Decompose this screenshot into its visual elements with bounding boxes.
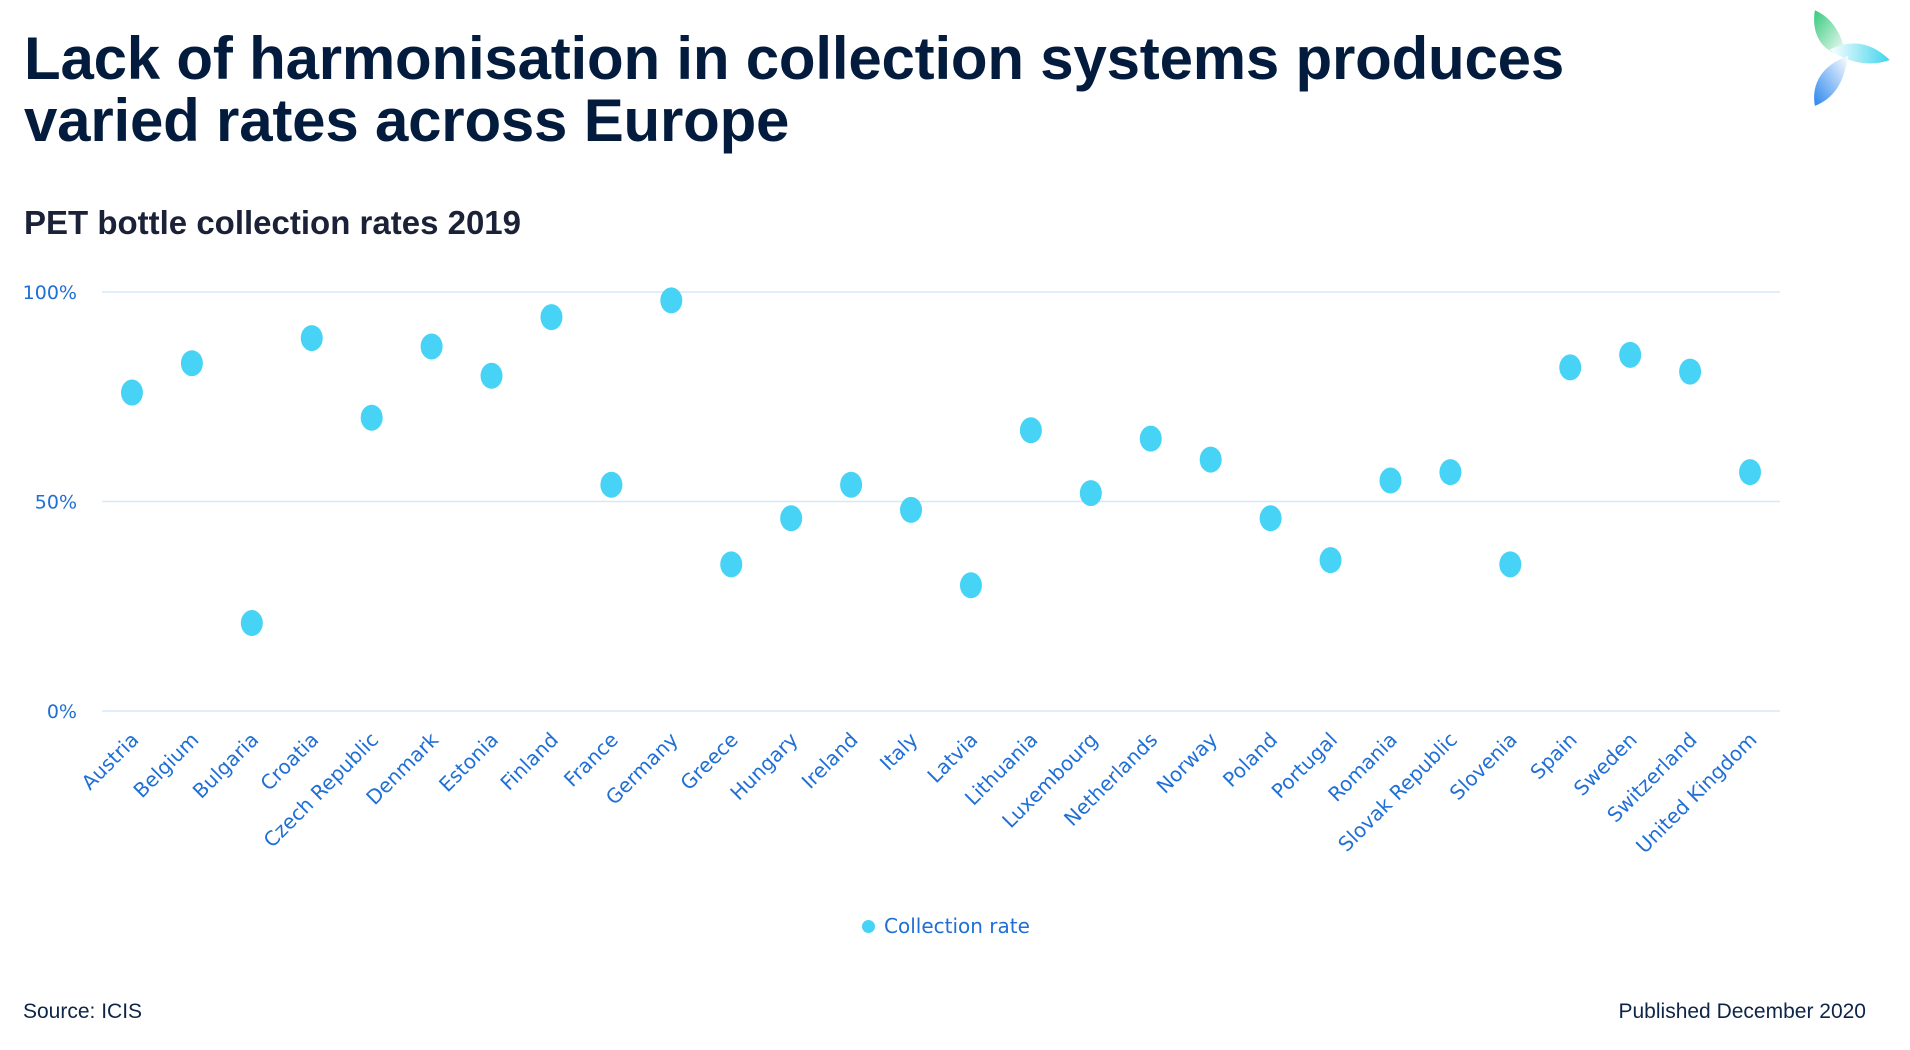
data-point: Estonia: 80% (480, 362, 503, 389)
source-note: Source: ICIS (23, 1000, 143, 1023)
data-point: Romania: 55% (1379, 467, 1402, 494)
x-tick-label: Finland (495, 728, 563, 796)
x-tick-label: Bulgaria (188, 728, 264, 804)
y-tick-label: 100% (23, 282, 77, 304)
data-point: Austria: 76% (120, 379, 143, 406)
data-point: Luxembourg: 52% (1079, 480, 1102, 507)
data-point: Netherlands: 65% (1139, 425, 1162, 452)
data-point: Czech Republic: 70% (360, 404, 383, 431)
data-point: Latvia: 30% (959, 572, 982, 599)
gridlines (102, 291, 1780, 712)
data-point: Belgium: 83% (180, 350, 203, 377)
data-point: Germany: 98% (660, 287, 683, 314)
page-title: Lack of harmonisation in collection syst… (24, 28, 1564, 152)
scatter-chart: 0% 50% 100% AustriaBelgiumBulgariaCroatiaC… (23, 282, 1780, 858)
data-point: Finland: 94% (540, 304, 563, 331)
data-point: Slovak Republic: 57% (1439, 459, 1462, 486)
y-tick-label: 50% (35, 492, 77, 514)
published-date: Published December 2020 (1618, 1000, 1867, 1023)
data-point: Switzerland: 81% (1679, 358, 1702, 385)
data-point: Bulgaria: 21% (240, 610, 263, 637)
data-point: Norway: 60% (1199, 446, 1222, 473)
data-points: Austria: 76% Belgium: 83% Bulgaria: 21% Cro… (120, 287, 1762, 637)
x-tick-label: Italy (875, 727, 923, 775)
data-point: Ireland: 54% (840, 471, 863, 498)
chart-legend: Collection rate (862, 914, 1030, 938)
data-point: Croatia: 89% (300, 325, 323, 352)
data-point: United Kingdom: 57% (1739, 459, 1762, 486)
chart-subtitle: PET bottle collection rates 2019 (24, 204, 521, 241)
legend-label: Collection rate (884, 914, 1030, 938)
data-point: Lithuania: 67% (1019, 417, 1042, 444)
data-point: Denmark: 87% (420, 333, 443, 360)
data-point: Slovenia: 35% (1499, 551, 1522, 578)
data-point: Greece: 35% (720, 551, 743, 578)
data-point: Hungary: 46% (780, 505, 803, 532)
data-point: France: 54% (600, 471, 623, 498)
x-tick-label: Norway (1152, 727, 1223, 798)
data-point: Poland: 46% (1259, 505, 1282, 532)
x-tick-label: Spain (1525, 728, 1581, 784)
tri-leaf-logo-icon (1814, 10, 1890, 106)
x-tick-label: Estonia (434, 728, 503, 797)
y-axis-ticks: 0% 50% 100% (23, 282, 77, 723)
title-line-2: varied rates across Europe (24, 87, 790, 154)
data-point: Sweden: 85% (1619, 341, 1642, 368)
data-point: Portugal: 36% (1319, 547, 1342, 574)
y-tick-label: 0% (47, 701, 77, 723)
legend-marker (862, 919, 875, 933)
title-line-1: Lack of harmonisation in collection syst… (24, 25, 1564, 92)
data-point: Italy: 48% (900, 496, 923, 523)
data-point: Spain: 82% (1559, 354, 1582, 381)
x-tick-label: Ireland (797, 728, 863, 794)
